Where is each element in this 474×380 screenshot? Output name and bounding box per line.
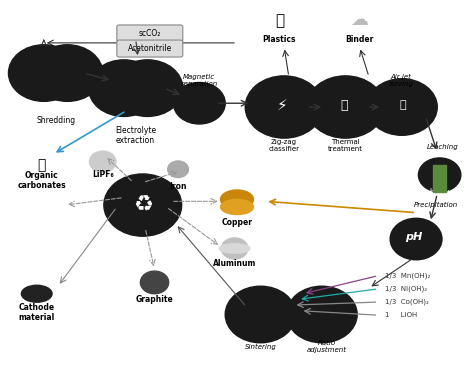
Ellipse shape	[219, 244, 250, 253]
Text: Cathode
material: Cathode material	[18, 303, 55, 322]
Circle shape	[90, 151, 116, 172]
Circle shape	[89, 60, 159, 116]
Text: Graphite: Graphite	[136, 295, 173, 304]
Ellipse shape	[220, 200, 254, 215]
Text: 1/3  Mn(OH)₂: 1/3 Mn(OH)₂	[385, 272, 431, 279]
Text: H₂SO₄
H₂O₂: H₂SO₄ H₂O₂	[429, 188, 450, 201]
Text: 1/3  Co(OH)₂: 1/3 Co(OH)₂	[385, 299, 429, 305]
Text: Shredding: Shredding	[36, 116, 75, 125]
Circle shape	[32, 45, 103, 101]
Text: Zig-zag
classifier: Zig-zag classifier	[269, 139, 300, 152]
Circle shape	[9, 45, 79, 101]
Text: Binder: Binder	[346, 35, 374, 44]
Text: Electrolyte
extraction: Electrolyte extraction	[115, 126, 156, 145]
Text: Copper: Copper	[221, 218, 253, 226]
Text: ☁: ☁	[350, 11, 368, 29]
Text: Organic
carbonates: Organic carbonates	[17, 171, 66, 190]
Text: LiPF₆: LiPF₆	[92, 170, 114, 179]
Text: Air jet
sieving: Air jet sieving	[389, 74, 413, 87]
Text: Acetonitrile: Acetonitrile	[128, 44, 172, 53]
Text: Thermal
treatment: Thermal treatment	[328, 139, 363, 152]
Circle shape	[173, 82, 225, 124]
Text: 💨: 💨	[400, 100, 406, 110]
Text: Plastics: Plastics	[263, 35, 296, 44]
Text: pH: pH	[405, 232, 422, 242]
FancyBboxPatch shape	[117, 25, 183, 42]
Circle shape	[366, 79, 438, 135]
Circle shape	[245, 76, 323, 138]
Text: 🧪: 🧪	[37, 158, 46, 173]
Text: 1     LiOH: 1 LiOH	[385, 312, 418, 318]
Text: Leaching: Leaching	[427, 144, 458, 150]
Circle shape	[286, 286, 357, 343]
Circle shape	[390, 218, 442, 260]
Text: Magnetic
separation: Magnetic separation	[181, 74, 218, 87]
Circle shape	[221, 238, 248, 259]
Circle shape	[140, 271, 169, 294]
Text: Aluminum: Aluminum	[213, 259, 256, 268]
Text: scCO₂: scCO₂	[138, 29, 161, 38]
Text: Ratio
adjustment: Ratio adjustment	[307, 340, 346, 353]
Circle shape	[225, 286, 296, 343]
Circle shape	[307, 76, 384, 138]
Text: ⚡: ⚡	[276, 98, 287, 112]
Text: 1/3  Ni(OH)₂: 1/3 Ni(OH)₂	[385, 286, 428, 292]
Text: Sintering: Sintering	[245, 344, 276, 350]
Text: Precipitation: Precipitation	[414, 202, 458, 208]
Text: ♻: ♻	[133, 195, 153, 215]
Circle shape	[168, 161, 189, 177]
Text: Iron: Iron	[169, 182, 187, 191]
Circle shape	[419, 158, 461, 192]
Text: 🧊: 🧊	[275, 13, 284, 28]
FancyBboxPatch shape	[117, 40, 183, 57]
Circle shape	[104, 174, 182, 236]
Bar	[433, 165, 446, 192]
Circle shape	[112, 60, 183, 116]
Ellipse shape	[21, 285, 52, 302]
Ellipse shape	[220, 190, 254, 209]
Text: 🔥: 🔥	[341, 99, 348, 112]
